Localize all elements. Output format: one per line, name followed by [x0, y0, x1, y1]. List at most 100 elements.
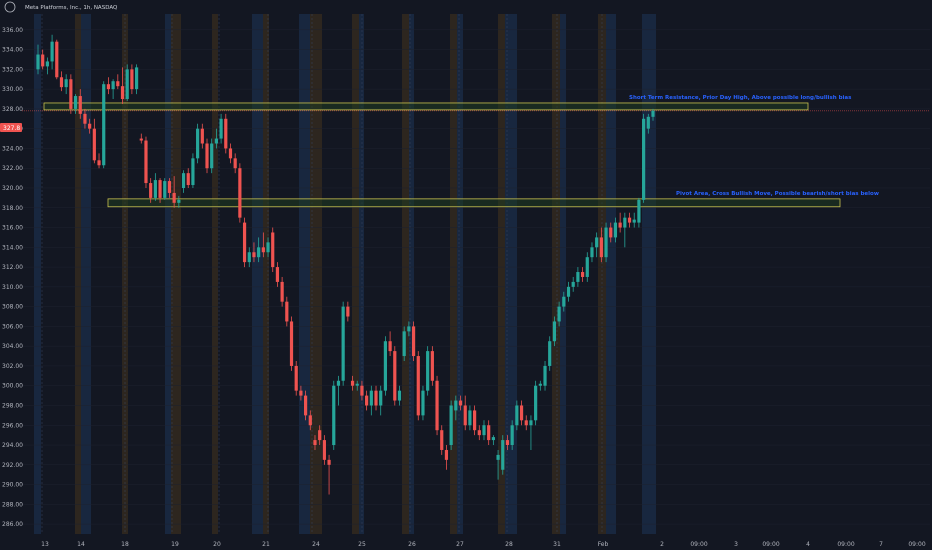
- time-tick-label: 09:00: [908, 541, 925, 548]
- candle-body: [214, 138, 218, 144]
- price-tick-label: 312.00: [2, 264, 23, 271]
- candle-body: [285, 301, 289, 322]
- price-tick-label: 308.00: [2, 304, 23, 311]
- candle-body: [435, 380, 439, 431]
- candle: [473, 405, 477, 436]
- candle-body: [350, 380, 355, 386]
- candle: [449, 400, 453, 450]
- candle: [242, 217, 247, 268]
- current-price-tag-bg: [0, 123, 22, 132]
- candle: [595, 232, 599, 258]
- candle: [219, 113, 223, 144]
- candle-body: [632, 219, 636, 223]
- candle-body: [181, 173, 186, 188]
- zone-resistance: [43, 102, 809, 111]
- candle: [590, 242, 594, 263]
- zones: [22, 102, 930, 208]
- candle-body: [642, 118, 646, 200]
- price-tick-label: 288.00: [2, 501, 23, 508]
- session-band: [606, 14, 616, 534]
- time-tick-label: 26: [408, 541, 416, 548]
- candle: [172, 176, 176, 208]
- candle: [632, 212, 636, 228]
- candle: [651, 108, 655, 121]
- candle: [41, 49, 45, 70]
- candle-body: [519, 405, 524, 421]
- candle-body: [482, 425, 486, 436]
- session-band: [402, 14, 409, 534]
- candle-body: [167, 181, 172, 193]
- time-tick-label: 13: [41, 541, 49, 548]
- candle: [214, 128, 218, 149]
- session-band: [552, 14, 560, 534]
- candle-body: [449, 405, 453, 446]
- candle: [487, 420, 491, 446]
- candle-body: [440, 430, 444, 450]
- candle-body: [571, 281, 575, 287]
- candle-body: [623, 217, 627, 228]
- candle: [571, 276, 575, 292]
- candle: [181, 170, 186, 193]
- time-tick-label: 3: [734, 541, 738, 548]
- candle: [346, 301, 350, 322]
- candle: [205, 138, 209, 174]
- candle: [393, 346, 397, 406]
- candle-body: [599, 237, 603, 258]
- candle-body: [228, 148, 233, 159]
- candle-body: [383, 341, 388, 391]
- candle: [158, 178, 162, 203]
- candle-body: [83, 113, 87, 124]
- candle-body: [421, 390, 425, 416]
- time-tick-label: 18: [121, 541, 129, 548]
- current-price-value: 327.8: [3, 125, 20, 132]
- session-band: [252, 14, 263, 534]
- candle-body: [73, 96, 78, 109]
- candle: [360, 380, 364, 401]
- time-tick-label: 4: [806, 541, 810, 548]
- candle: [642, 113, 646, 203]
- candle: [191, 153, 195, 188]
- candle: [257, 237, 261, 263]
- candle-body: [510, 425, 514, 446]
- symbol-logo-icon[interactable]: [4, 1, 16, 13]
- time-axis[interactable]: 13 14 18 19 20 21 24 25 26 27 28 31 Feb 2 09:00 3 09:00 4…: [0, 534, 932, 550]
- candle-body: [163, 181, 167, 198]
- candle: [285, 296, 289, 327]
- candle-body: [487, 425, 491, 441]
- candle: [440, 425, 444, 455]
- candle: [421, 385, 425, 421]
- candle: [430, 346, 434, 386]
- candle: [275, 262, 280, 287]
- candle: [350, 375, 355, 391]
- candle-body: [576, 272, 580, 282]
- candle: [318, 425, 322, 446]
- candle-body: [88, 123, 92, 129]
- candle-body: [294, 365, 298, 391]
- time-tick-label: 14: [77, 541, 85, 548]
- candle-body: [120, 86, 125, 100]
- candle-body: [92, 128, 96, 161]
- candle: [623, 212, 627, 248]
- candle: [36, 44, 40, 75]
- candle-body: [393, 351, 397, 401]
- candle: [186, 168, 190, 188]
- candle-body: [205, 143, 209, 169]
- candle: [515, 400, 519, 431]
- candle: [139, 133, 143, 144]
- candle-body: [144, 140, 148, 184]
- candle: [266, 237, 270, 258]
- candle: [548, 336, 552, 371]
- candle: [261, 232, 265, 258]
- candle-body: [416, 356, 420, 416]
- candle-body: [468, 410, 472, 426]
- time-tick-label: 09:00: [837, 541, 854, 548]
- price-axis[interactable]: 286.00 288.00 290.00 292.00 294.00 296.00 298.…: [2, 27, 23, 528]
- candle: [252, 242, 256, 263]
- candle-body: [388, 341, 392, 352]
- candle-body: [332, 385, 336, 446]
- candle-body: [257, 247, 261, 258]
- zone-pivot: [107, 198, 841, 208]
- candle: [519, 400, 524, 426]
- candle: [557, 301, 561, 327]
